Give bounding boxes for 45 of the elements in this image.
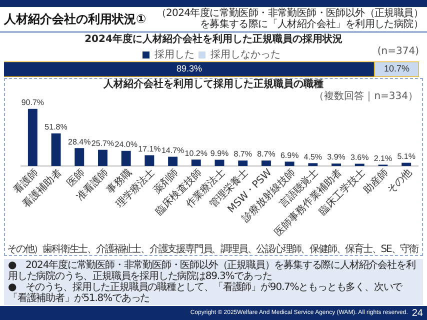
data-label: 14.7% — [161, 146, 184, 155]
data-label: 89.3% — [176, 64, 202, 74]
data-label: 28.4% — [68, 137, 91, 146]
bar — [28, 108, 38, 166]
data-label: 5.1% — [397, 152, 416, 161]
data-label: 51.8% — [44, 122, 68, 132]
chart-title: 2024年度に人材紹介会社を利用した正規職員の採用状況 — [84, 34, 344, 46]
data-label: 8.7% — [234, 150, 252, 159]
bar — [144, 155, 154, 166]
data-label: 24.0% — [114, 140, 138, 150]
text: （2024年度に常勤医師・非常勤医師・医師以外（正規職員）を募集する際に「人材紹介会社」を利用した病院） — [155, 8, 423, 30]
data-label: 25.7% — [91, 139, 114, 148]
bar — [308, 163, 318, 166]
legend-label: 採用した — [154, 48, 194, 61]
data-label: 17.1% — [138, 144, 161, 154]
bar — [98, 150, 108, 166]
data-label: 90.7% — [21, 98, 44, 108]
text: 人材紹介会社の利用状況① — [4, 10, 146, 28]
bar — [214, 160, 224, 166]
data-label: 6.9% — [280, 150, 299, 160]
bar — [402, 162, 412, 166]
data-label: 9.9% — [210, 148, 229, 158]
data-label: 3.6% — [350, 152, 369, 162]
text: （複数回答｜n=334） — [314, 91, 418, 102]
bar — [238, 160, 248, 166]
data-label: 4.5% — [304, 152, 322, 162]
text: (n=374) — [377, 46, 419, 57]
bar — [261, 160, 271, 166]
chart-title: 人材紹介会社を利用して採用した正規職員の職種 — [102, 79, 324, 91]
data-label: 3.9% — [327, 152, 346, 162]
legend-label: 採用しなかった — [210, 48, 280, 61]
data-label: 10.2% — [184, 148, 208, 158]
bar — [74, 148, 84, 166]
data-label: 10.7% — [384, 64, 410, 74]
text: その他）歯科衛生士、介護福祉士、介護支援専門員、調理員、公認心理師、保健師、保育士、SE、守衛 — [6, 244, 420, 255]
bar — [51, 133, 61, 166]
data-label: 2.1% — [374, 154, 392, 163]
bar — [191, 160, 201, 166]
text: 24 — [412, 308, 423, 318]
bar — [121, 150, 131, 166]
text: ● 2024年度に常勤医師・非常勤医師・医師以外（正規職員）を募集する際に人材紹介会社を利用した病院のうち、正規職員を採用した病院は89.3%であった — [8, 260, 416, 282]
data-label: 8.7% — [257, 150, 276, 159]
bar — [284, 162, 294, 166]
bar — [168, 156, 178, 166]
text: ● そのうち、採用した正規職員の職種として、「看護師」が90.7%ともっとも多く、次いで「看護補助者」が51.8%であった — [8, 282, 404, 304]
